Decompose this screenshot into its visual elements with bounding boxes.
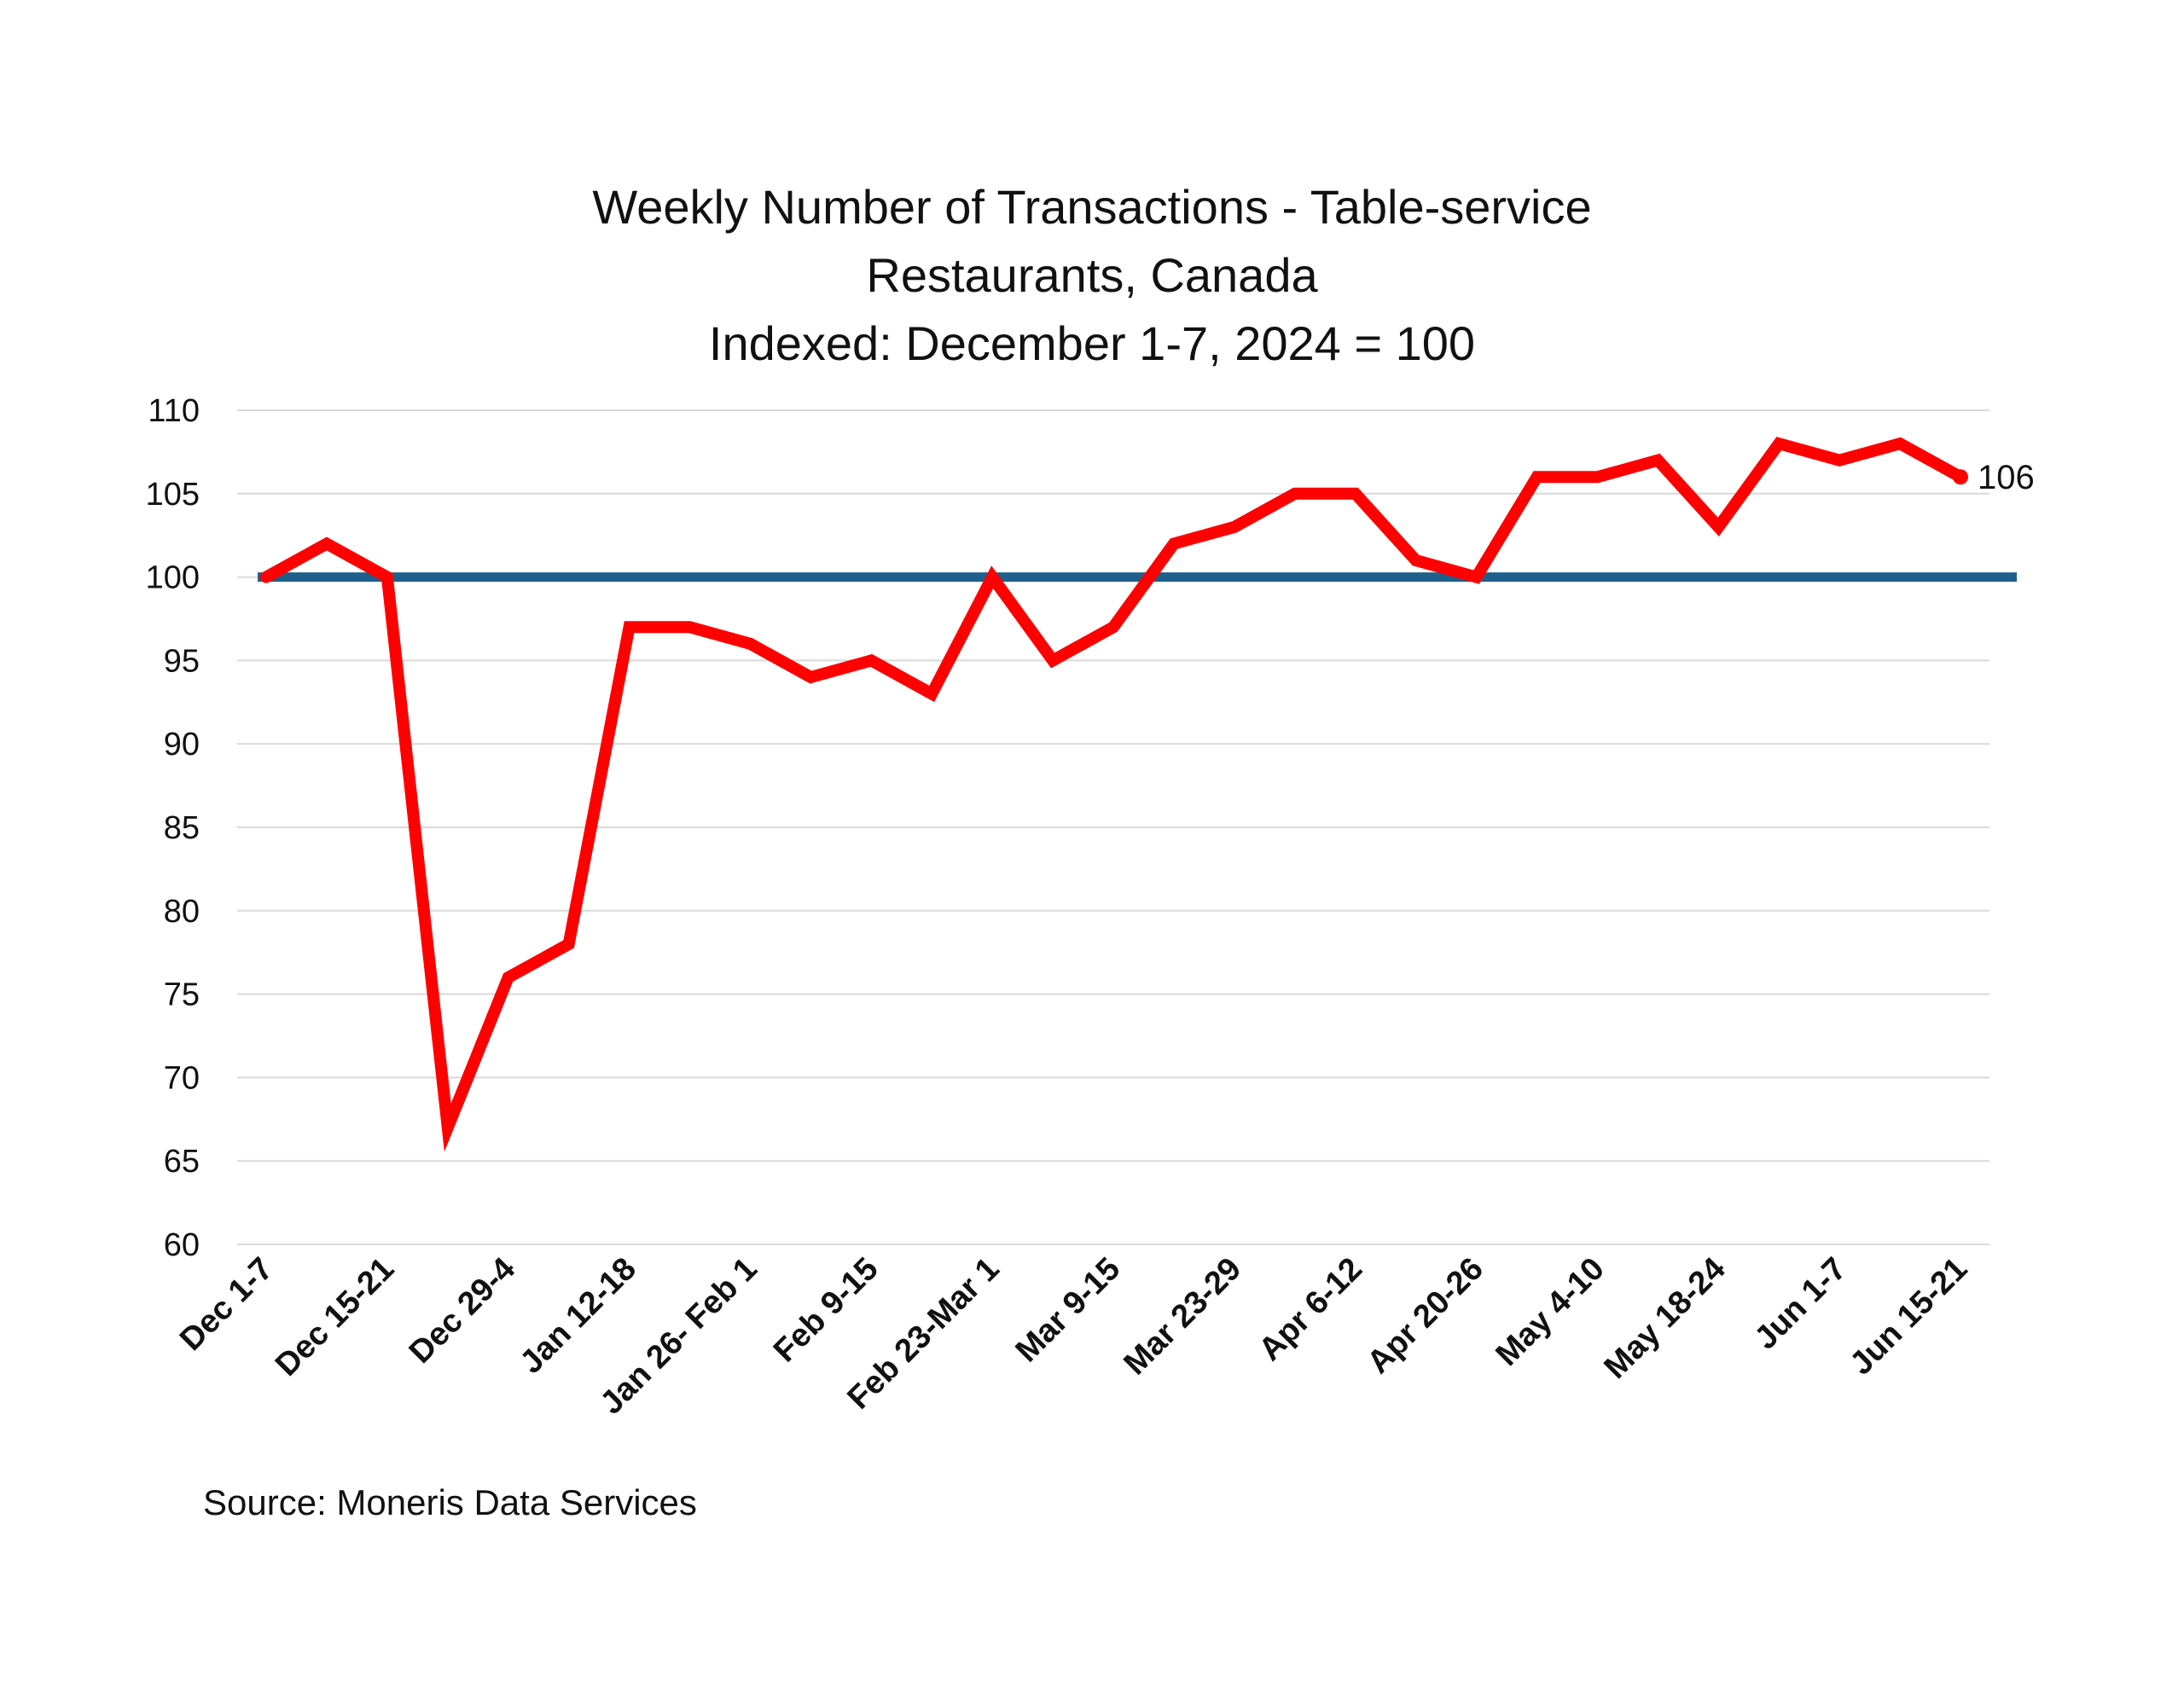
chart-title-line-3: Indexed: December 1-7, 2024 = 100 bbox=[709, 316, 1475, 370]
x-tick-label: Dec 15-21 bbox=[269, 1251, 401, 1383]
y-tick-label: 100 bbox=[146, 560, 200, 596]
series-end-point bbox=[1953, 469, 1968, 485]
chart-title-line-1: Weekly Number of Transactions - Table-se… bbox=[592, 180, 1591, 234]
chart-title-line-2: Restaurants, Canada bbox=[866, 248, 1318, 302]
source-note: Source: Moneris Data Services bbox=[203, 1482, 697, 1522]
y-tick-label: 80 bbox=[164, 894, 200, 930]
x-tick-label: May 4-10 bbox=[1490, 1251, 1612, 1373]
y-tick-label: 110 bbox=[148, 393, 200, 429]
x-tick-label: Jan 12-18 bbox=[514, 1251, 643, 1381]
y-tick-label: 95 bbox=[164, 643, 200, 679]
y-tick-label: 60 bbox=[164, 1227, 200, 1263]
y-tick-label: 85 bbox=[164, 810, 200, 846]
y-axis-ticks: 60 65 70 75 80 85 90 95 100 105 110 bbox=[146, 393, 200, 1263]
x-tick-label: Jun 1-7 bbox=[1748, 1251, 1854, 1357]
x-tick-label: Dec 29-4 bbox=[403, 1251, 522, 1371]
x-tick-label: Feb 9-15 bbox=[767, 1251, 886, 1370]
series-group: 106 bbox=[260, 437, 2035, 1152]
y-tick-label: 75 bbox=[164, 977, 200, 1013]
x-tick-label: Mar 9-15 bbox=[1009, 1251, 1128, 1370]
x-tick-label: Apr 6-12 bbox=[1252, 1251, 1369, 1368]
y-tick-label: 105 bbox=[146, 477, 200, 513]
x-tick-label: May 18-24 bbox=[1597, 1251, 1732, 1386]
y-tick-label: 65 bbox=[164, 1144, 200, 1180]
data-label-last: 106 bbox=[1978, 459, 2035, 496]
gridlines bbox=[237, 409, 1989, 1245]
x-tick-label: Mar 23-29 bbox=[1118, 1251, 1249, 1383]
y-tick-label: 70 bbox=[164, 1060, 200, 1096]
series-line bbox=[260, 437, 1966, 1152]
x-tick-label: Dec 1-7 bbox=[173, 1251, 280, 1358]
x-tick-label: Jun 15-21 bbox=[1844, 1251, 1975, 1383]
x-tick-label: Apr 20-26 bbox=[1361, 1251, 1490, 1381]
y-tick-label: 90 bbox=[164, 727, 200, 762]
